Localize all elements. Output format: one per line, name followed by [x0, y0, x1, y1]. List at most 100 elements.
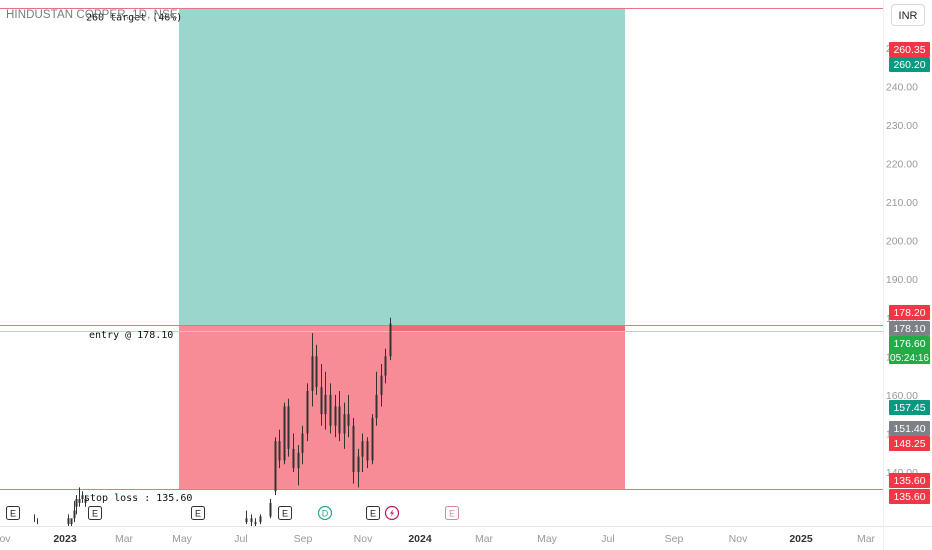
candle-body — [75, 499, 78, 507]
candle-body — [338, 406, 341, 434]
x-tick-label: 2024 — [408, 533, 432, 545]
x-tick-label: Mar — [857, 533, 876, 545]
candle-body — [278, 441, 281, 461]
candle-body — [347, 414, 350, 426]
x-tick-label: Jul — [601, 533, 614, 545]
stop-label: stop loss : 135.60 — [84, 493, 192, 504]
price-badge-label: 135.60 — [893, 491, 925, 503]
x-tick-label: Nov — [354, 533, 373, 545]
target-label: 260 target (46%) — [86, 12, 182, 23]
earnings-marker-label: E — [282, 509, 288, 519]
loss-zone-active — [391, 325, 625, 332]
x-tick-label: May — [172, 533, 193, 545]
y-tick-label: 230.00 — [886, 120, 918, 132]
price-badge — [889, 321, 930, 336]
horizontal-lines — [0, 8, 883, 490]
candle-body — [250, 518, 253, 523]
x-tick-label: Nov — [729, 533, 748, 545]
candle-body — [324, 394, 327, 415]
profit-zone — [179, 8, 625, 326]
candlesticks — [34, 317, 392, 526]
candle-body — [306, 391, 309, 434]
currency-button[interactable]: INR — [891, 4, 925, 26]
price-badge-countdown: 05:24:16 — [890, 353, 929, 364]
earnings-marker-label: E — [195, 509, 201, 519]
x-tick-label: May — [537, 533, 558, 545]
candle-body — [245, 518, 248, 523]
earnings-marker — [278, 506, 292, 520]
symbol-title: HINDUSTAN COPPER, 1D, NSE — [6, 9, 178, 21]
price-badge — [889, 436, 930, 451]
price-badge-label: 260.35 — [893, 44, 925, 56]
dividend-marker-label: D — [322, 509, 329, 519]
entry-label: entry @ 178.10 — [89, 330, 173, 341]
candle-body — [297, 452, 300, 469]
candle-body — [361, 441, 364, 457]
earnings-marker — [445, 506, 459, 520]
price-badge-label: 135.60 — [893, 475, 925, 487]
earnings-marker — [191, 506, 205, 520]
earnings-marker-label: E — [370, 509, 376, 519]
candle-body — [78, 499, 81, 503]
price-badge-label: 157.45 — [893, 402, 925, 414]
candle-body — [352, 425, 355, 473]
y-tick-label: 240.00 — [886, 81, 918, 93]
loss-zone — [179, 325, 625, 489]
price-badge — [889, 42, 930, 57]
candle-body — [84, 499, 87, 503]
candle-body — [283, 406, 286, 461]
price-badge — [889, 421, 930, 436]
candle-body — [366, 441, 369, 461]
earnings-marker — [88, 506, 102, 520]
dividend-marker — [317, 505, 333, 521]
x-tick-label: 2025 — [789, 533, 813, 545]
price-badge — [889, 473, 930, 488]
x-tick-label: Jul — [234, 533, 247, 545]
earnings-marker-label: E — [449, 509, 455, 519]
price-badge-label: 260.20 — [893, 59, 925, 71]
candle-body — [311, 356, 314, 392]
price-badge — [889, 57, 930, 72]
candle-body — [274, 441, 277, 492]
candle-body — [375, 394, 378, 419]
candle-body — [389, 323, 392, 357]
y-tick-label: 190.00 — [886, 274, 918, 286]
candle-body — [81, 495, 84, 500]
price-badge — [889, 400, 930, 415]
candle-body — [301, 433, 304, 453]
y-tick-label: 200.00 — [886, 236, 918, 248]
price-badge-label: 176.60 — [893, 338, 925, 350]
candle-body — [329, 394, 332, 426]
candle-body — [334, 406, 337, 426]
candle-body — [343, 414, 346, 434]
price-badge-label: 148.25 — [893, 438, 925, 450]
candle-body — [357, 456, 360, 473]
x-tick-label: 2023 — [53, 533, 77, 545]
y-tick-label: 220.00 — [886, 159, 918, 171]
x-tick-label: Sep — [665, 533, 684, 545]
candle-body — [70, 518, 73, 525]
earnings-marker-label: E — [10, 509, 16, 519]
price-badge — [889, 489, 930, 504]
candle-body — [254, 522, 257, 525]
earnings-marker — [6, 506, 20, 520]
price-badge-label: 151.40 — [893, 423, 925, 435]
candle-body — [73, 510, 76, 519]
candle-body — [269, 502, 272, 517]
x-tick-label: Sep — [294, 533, 313, 545]
candle-body — [380, 375, 383, 395]
y-tick-label: 160.00 — [886, 390, 918, 402]
price-badge — [889, 336, 930, 364]
earnings-marker-label: E — [92, 509, 98, 519]
position-annotations: 260 target (46%) entry @ 178.10 stop loss … — [84, 12, 192, 503]
price-badge — [889, 305, 930, 320]
candle-body — [67, 518, 70, 525]
candle-body — [259, 516, 262, 523]
price-badges: 260.35 260.20 178.20 178.10 176.60 05:24:16 15… — [889, 42, 930, 504]
candle-body — [292, 448, 295, 469]
candle-body — [315, 356, 318, 388]
lightning-icon — [390, 509, 394, 517]
